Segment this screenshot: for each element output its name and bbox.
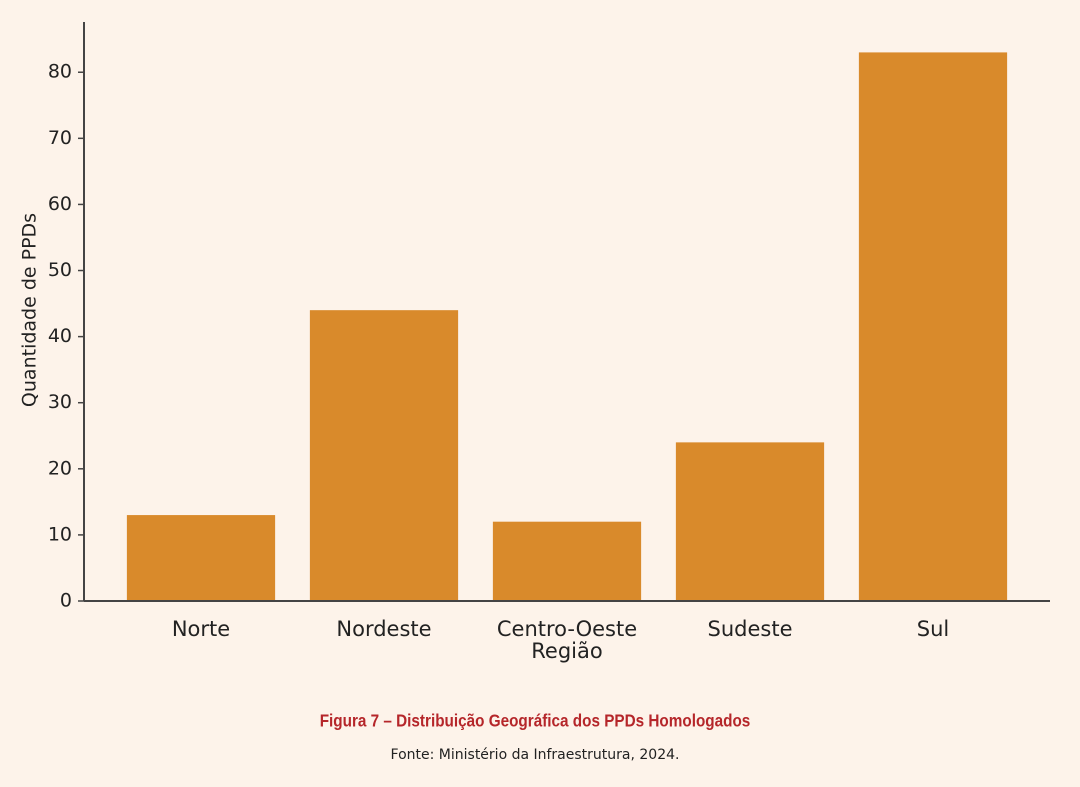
y-tick-label: 30 (48, 391, 72, 413)
caption: Figura 7 – Distribuição Geográfica dos P… (320, 711, 751, 731)
x-axis-label: Região (531, 639, 602, 663)
y-tick-label: 80 (48, 61, 72, 83)
bar (492, 521, 642, 601)
bar (126, 515, 276, 601)
y-tick-label: 40 (48, 325, 72, 347)
y-tick-label: 50 (48, 259, 72, 281)
bar (675, 442, 825, 601)
y-tick-label: 0 (60, 590, 72, 612)
bar (309, 310, 459, 601)
x-tick-label: Nordeste (336, 617, 431, 641)
source: Fonte: Ministério da Infraestrutura, 202… (391, 747, 680, 763)
x-tick-label: Sul (917, 617, 949, 641)
x-tick-label: Norte (172, 617, 230, 641)
y-tick-label: 20 (48, 457, 72, 479)
y-tick-label: 60 (48, 193, 72, 215)
y-tick-label: 10 (48, 523, 72, 545)
y-axis-label: Quantidade de PPDs (19, 213, 41, 407)
x-tick-label: Sudeste (708, 617, 793, 641)
y-tick-label: 70 (48, 127, 72, 149)
x-tick-label: Centro-Oeste (497, 617, 637, 641)
bar (858, 52, 1008, 601)
